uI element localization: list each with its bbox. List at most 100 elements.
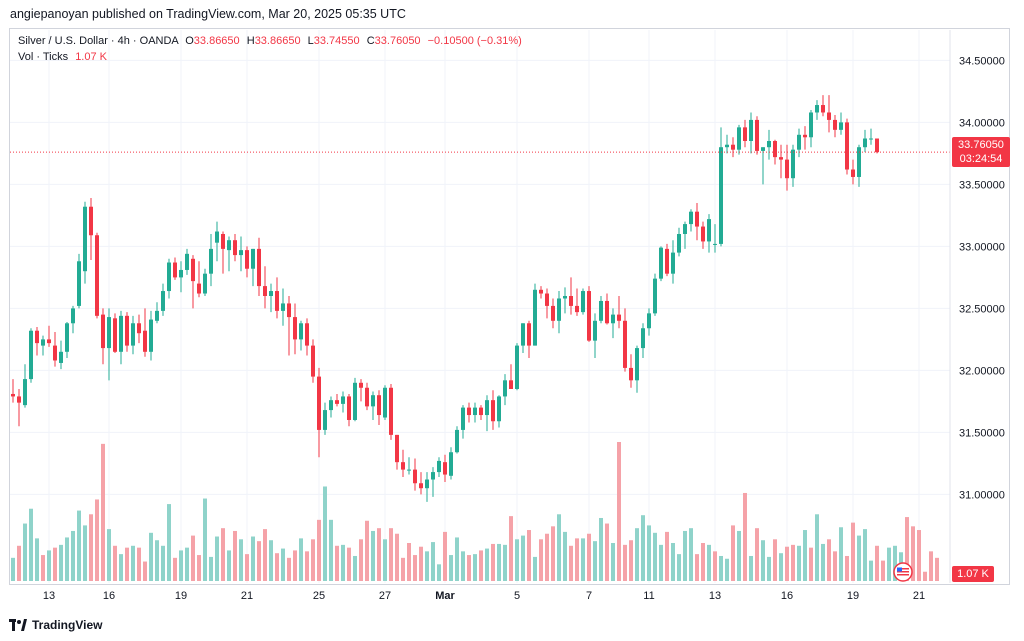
candle-body — [191, 258, 195, 282]
candle — [59, 340, 63, 370]
last-price-value: 33.76050 — [958, 139, 1004, 151]
volume-bar — [77, 510, 81, 581]
volume-value: 1.07 K — [75, 51, 107, 63]
candle-body — [203, 273, 207, 294]
candle-body — [713, 243, 717, 245]
time-tick-label: 13 — [709, 590, 721, 602]
candle — [377, 390, 381, 425]
candle — [233, 234, 237, 262]
candle — [89, 198, 93, 261]
candle-body — [341, 396, 345, 404]
volume-bar — [521, 535, 525, 581]
candle — [257, 237, 261, 296]
volume-bar — [461, 551, 465, 581]
high-label: H — [246, 35, 255, 47]
volume-bar — [419, 546, 423, 581]
candle — [137, 314, 141, 344]
volume-bar — [185, 547, 189, 581]
candle — [395, 434, 399, 470]
volume-bar — [761, 540, 765, 581]
volume-bar — [287, 557, 291, 581]
candle — [263, 266, 267, 309]
candle-body — [677, 234, 681, 253]
candle — [725, 134, 729, 154]
candle — [341, 391, 345, 413]
candle — [527, 320, 531, 358]
candle — [401, 449, 405, 478]
candle-body — [107, 317, 111, 349]
volume-bar — [743, 492, 747, 581]
candle-body — [53, 345, 57, 361]
candle — [179, 261, 183, 293]
candle — [641, 323, 645, 358]
candle — [587, 286, 591, 342]
candle — [815, 100, 819, 120]
candle — [407, 457, 411, 475]
candle — [17, 389, 21, 427]
candle — [275, 277, 279, 319]
volume-bar — [665, 531, 669, 581]
volume-bar — [389, 528, 393, 581]
candle — [29, 328, 33, 383]
volume-bar — [143, 561, 147, 581]
volume-bar — [173, 557, 177, 581]
candle — [47, 325, 51, 347]
volume-bar — [41, 555, 45, 581]
volume-bar — [797, 545, 801, 581]
candle-body — [41, 339, 45, 346]
candle-body — [461, 407, 465, 430]
candle — [791, 144, 795, 187]
candle-body — [731, 144, 735, 150]
candle-body — [443, 462, 447, 475]
close-label: C — [366, 35, 375, 47]
volume-bar — [731, 525, 735, 581]
volume-bar — [785, 546, 789, 581]
volume-bar — [881, 560, 885, 581]
candle-body — [707, 219, 711, 242]
volume-bar — [317, 519, 321, 581]
candle-body — [449, 452, 453, 476]
candle-body — [839, 122, 843, 130]
volume-bar — [791, 544, 795, 581]
us-flag-icon[interactable] — [893, 562, 913, 582]
candle — [443, 454, 447, 482]
candle-body — [857, 147, 861, 177]
candle — [677, 227, 681, 257]
volume-bar — [551, 526, 555, 581]
volume-bar — [323, 486, 327, 581]
volume-bar — [11, 557, 15, 581]
candle — [665, 243, 669, 277]
candle — [221, 231, 225, 274]
volume-bar — [245, 554, 249, 581]
candle — [209, 234, 213, 287]
candle-body — [329, 400, 333, 411]
candle-body — [365, 387, 369, 407]
candle-body — [209, 248, 213, 274]
candle-body — [851, 169, 855, 177]
symbol-label[interactable]: Silver / U.S. Dollar · 4h · OANDA — [18, 35, 179, 47]
volume-bar — [281, 548, 285, 581]
volume-bar — [515, 539, 519, 581]
candle — [335, 393, 339, 407]
volume-bar — [131, 545, 135, 581]
candle-body — [407, 469, 411, 471]
candle-body — [521, 323, 525, 346]
candle-body — [485, 400, 489, 416]
candle-body — [599, 300, 603, 321]
candle — [743, 119, 747, 148]
candle-body — [137, 323, 141, 334]
candle — [305, 318, 309, 356]
candle — [173, 257, 177, 280]
candle — [83, 201, 87, 284]
candle-body — [161, 291, 165, 311]
candle-body — [269, 291, 273, 296]
chart-legend: Silver / U.S. Dollar · 4h · OANDA O33.86… — [18, 34, 522, 65]
volume-bar — [869, 560, 873, 581]
candle — [605, 293, 609, 325]
candle — [95, 232, 99, 319]
volume-bar — [71, 530, 75, 581]
tradingview-logo[interactable]: TradingView — [9, 617, 102, 633]
volume-label[interactable]: Vol · Ticks — [18, 51, 69, 63]
candle-body — [131, 323, 135, 346]
